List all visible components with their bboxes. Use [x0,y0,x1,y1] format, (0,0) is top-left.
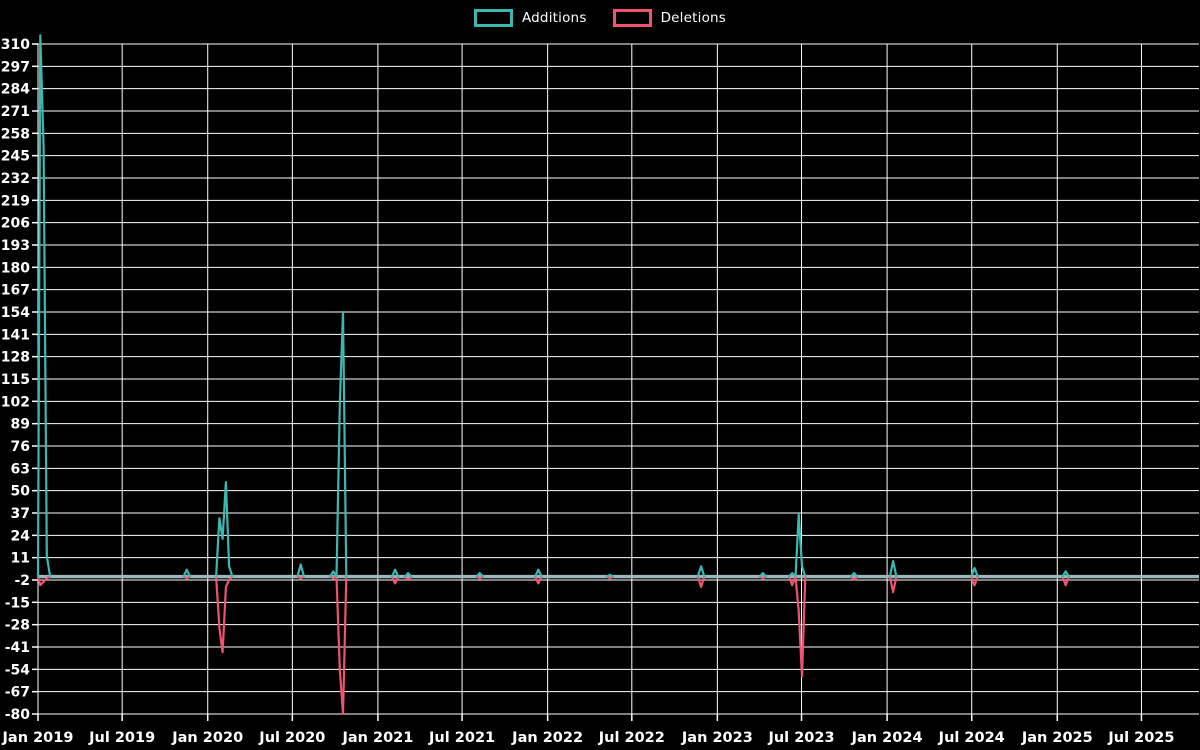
additions-legend-label: Additions [521,10,587,26]
svg-text:-80: -80 [5,707,31,723]
svg-text:Jul 2019: Jul 2019 [88,730,155,746]
svg-text:-41: -41 [5,640,30,656]
additions-line [36,34,1070,578]
svg-text:Jan 2020: Jan 2020 [171,730,243,746]
svg-text:206: 206 [1,216,30,232]
svg-text:167: 167 [1,283,30,299]
x-axis-labels: Jan 2019 Jul 2019 Jan 2020 Jul 2020 Jan 2021… [2,730,1175,746]
svg-text:Jan 2019: Jan 2019 [2,730,74,746]
svg-text:11: 11 [11,551,30,567]
svg-text:Jul 2025: Jul 2025 [1107,730,1174,746]
legend-item-additions: Additions [473,9,587,27]
svg-text:Jan 2024: Jan 2024 [851,730,923,746]
svg-text:Jan 2021: Jan 2021 [341,730,413,746]
chart-legend: Additions Deletions [0,6,1200,30]
additions-swatch-icon [473,9,513,27]
svg-text:-67: -67 [5,685,30,701]
svg-text:115: 115 [1,372,30,388]
svg-text:245: 245 [1,149,30,165]
svg-text:50: 50 [11,484,31,500]
svg-text:-28: -28 [5,618,30,634]
svg-text:128: 128 [1,350,30,366]
svg-text:Jul 2021: Jul 2021 [428,730,495,746]
svg-text:Jan 2022: Jan 2022 [511,730,583,746]
svg-text:180: 180 [1,260,30,276]
svg-text:-15: -15 [5,595,30,611]
svg-text:193: 193 [1,238,30,254]
svg-text:154: 154 [1,305,30,321]
svg-text:24: 24 [11,528,31,544]
svg-text:Jan 2023: Jan 2023 [681,730,753,746]
legend-item-deletions: Deletions [612,9,727,27]
svg-text:-54: -54 [5,662,31,678]
svg-text:219: 219 [1,193,30,209]
svg-text:Jan 2025: Jan 2025 [1021,730,1093,746]
svg-text:271: 271 [1,104,30,120]
deletions-swatch-icon [612,9,652,27]
svg-text:232: 232 [1,171,30,187]
svg-text:Jul 2020: Jul 2020 [258,730,325,746]
svg-text:Jul 2024: Jul 2024 [938,730,1005,746]
svg-text:284: 284 [1,82,30,98]
deletions-legend-label: Deletions [660,10,727,26]
horizontal-gridlines [38,43,1199,715]
svg-text:Jul 2022: Jul 2022 [598,730,665,746]
svg-text:310: 310 [1,37,30,53]
svg-text:63: 63 [11,461,30,477]
svg-text:Jul 2023: Jul 2023 [767,730,834,746]
axis-ticks [32,43,1143,721]
svg-text:-2: -2 [14,573,30,589]
vertical-gridlines [37,44,1142,714]
svg-text:76: 76 [11,439,30,455]
y-axis-labels: 310 297 284 271 258 245 232 219 206 193 180 167 154 1… [1,37,30,723]
svg-text:102: 102 [1,394,30,410]
svg-text:258: 258 [1,126,30,142]
svg-text:37: 37 [11,506,30,522]
svg-text:89: 89 [11,417,30,433]
svg-text:297: 297 [1,59,30,75]
svg-text:141: 141 [1,327,30,343]
deletions-line [36,575,1070,716]
